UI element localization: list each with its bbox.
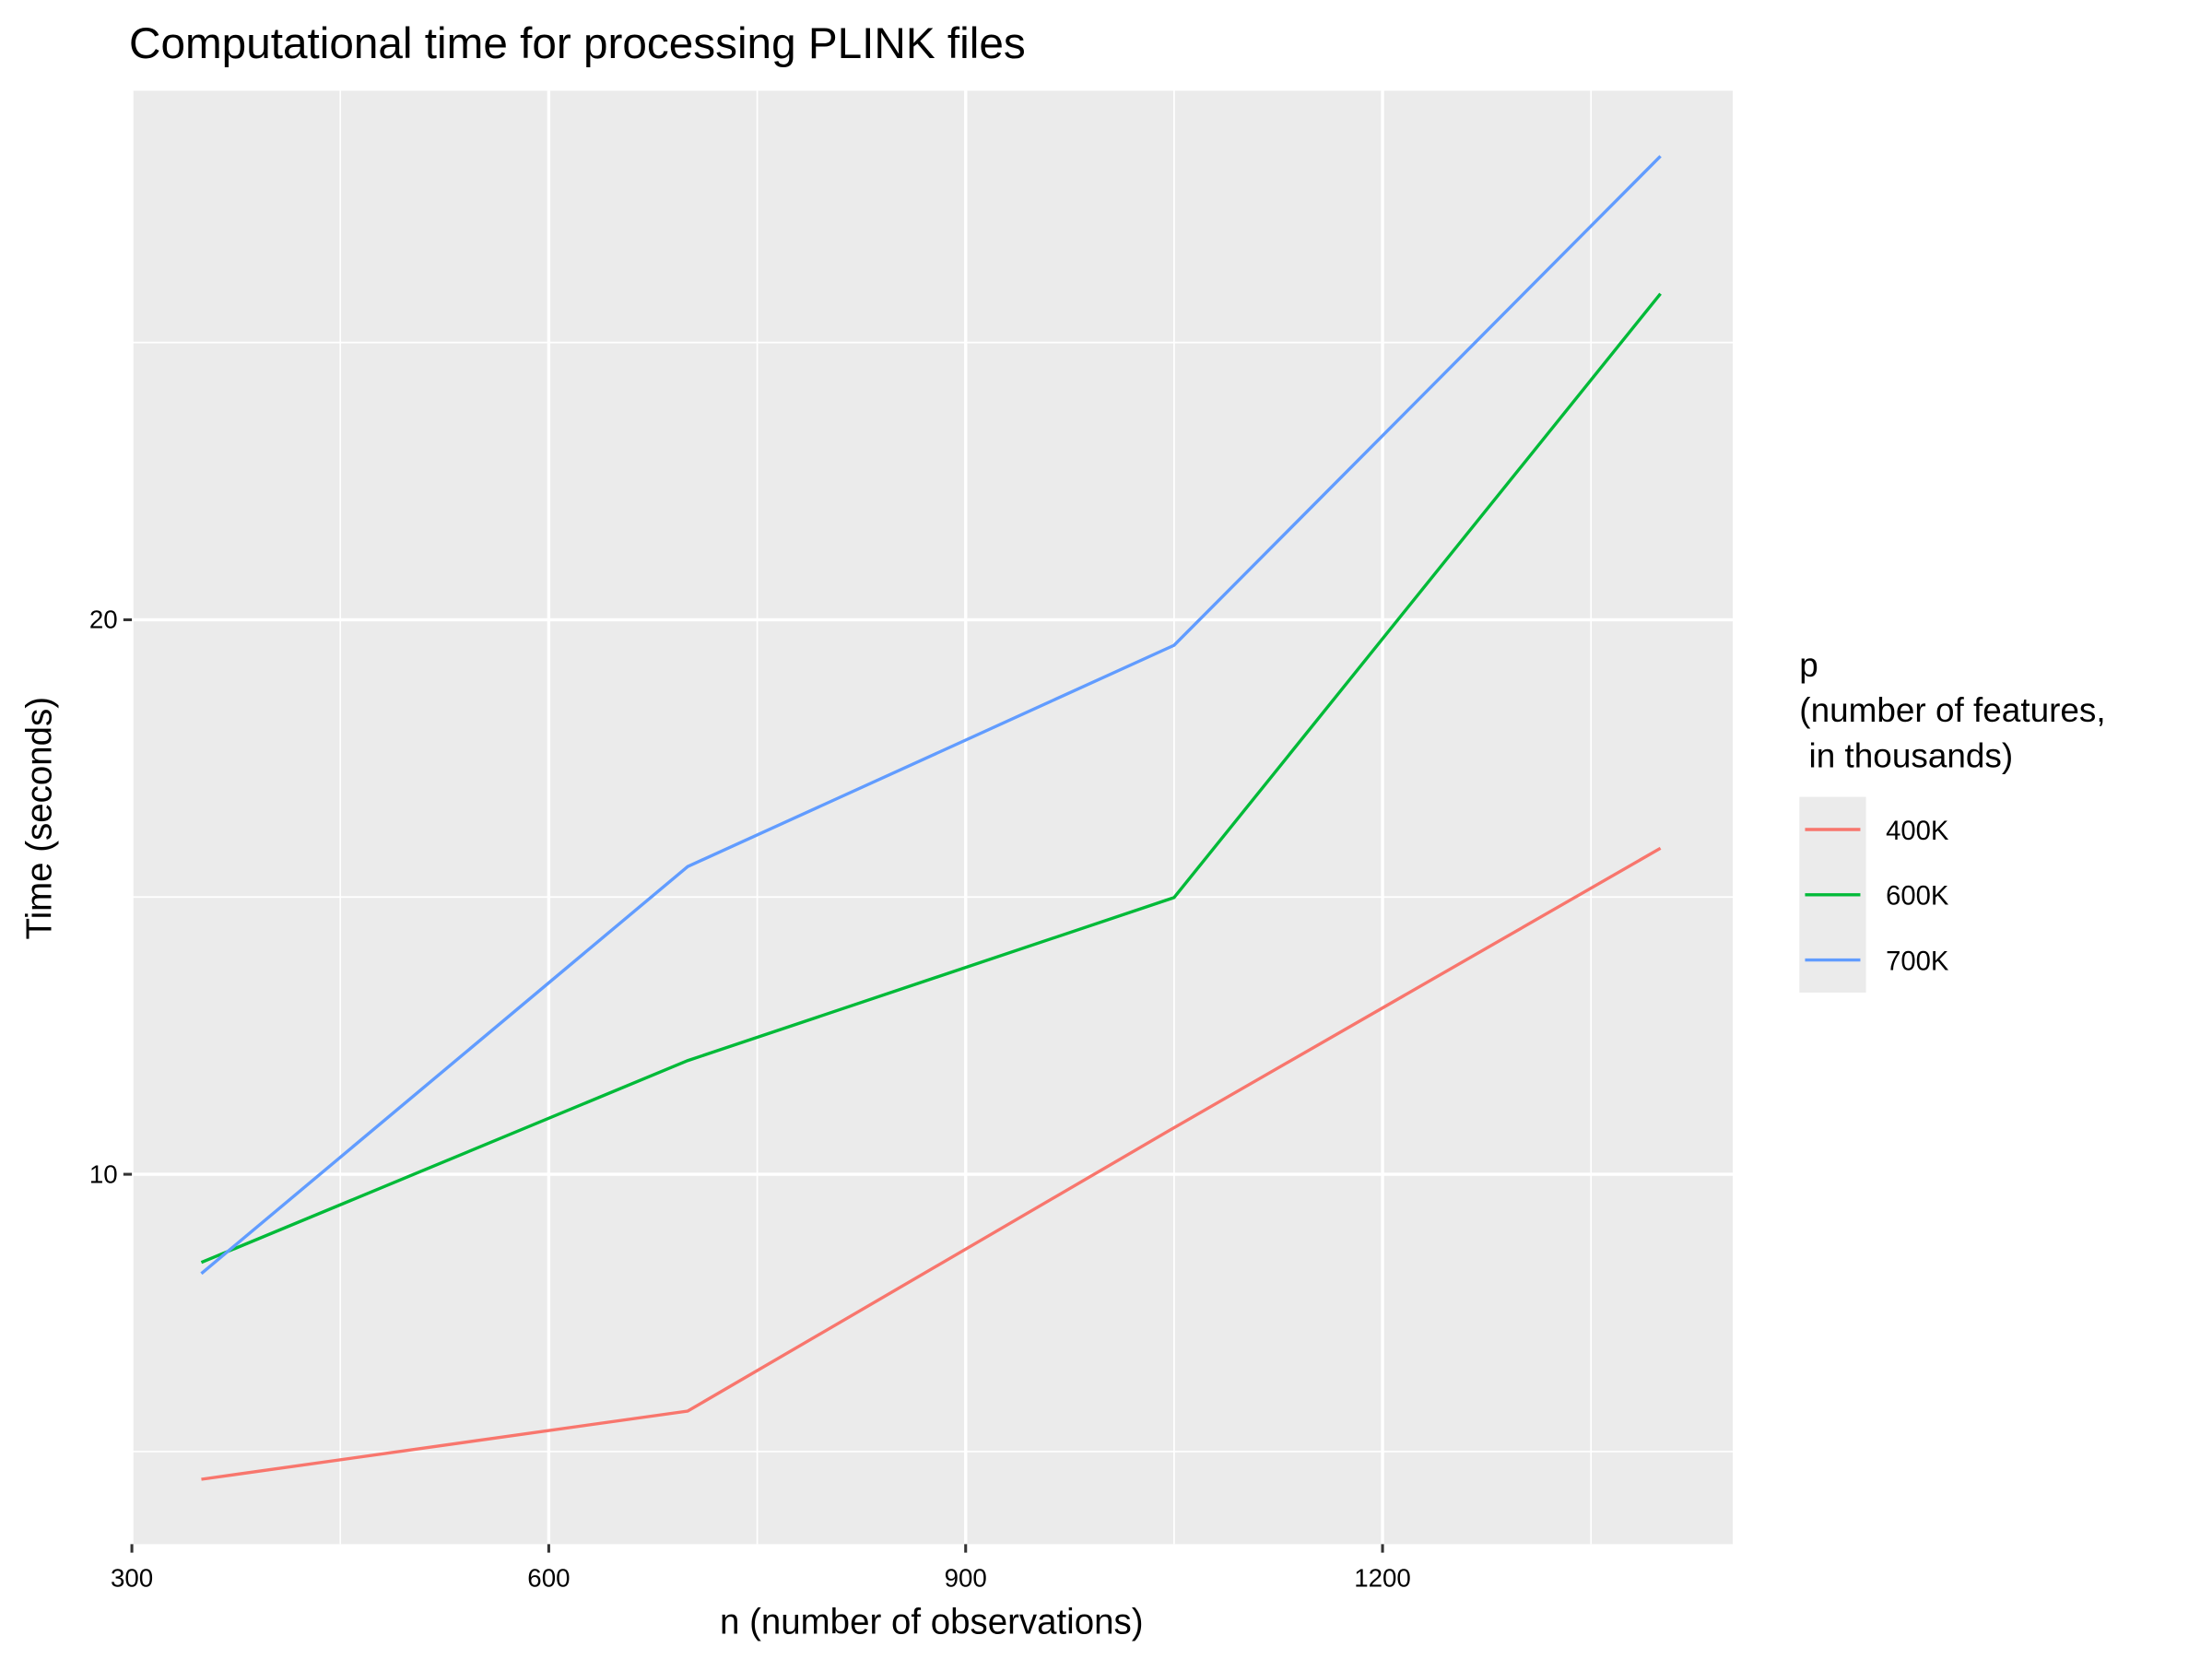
- legend-title: (number of features,: [1799, 691, 2105, 729]
- x-tick-label: 900: [945, 1564, 987, 1593]
- x-tick-label: 300: [111, 1564, 153, 1593]
- series-line: [200, 292, 1662, 1265]
- x-tick-label: 1200: [1354, 1564, 1411, 1593]
- legend-label: 400K: [1886, 817, 1949, 846]
- grid: [130, 90, 1733, 1545]
- y-tick-label: 10: [89, 1159, 118, 1188]
- y-axis-label: Time (seconds): [19, 697, 59, 940]
- legend-label: 700K: [1886, 947, 1949, 976]
- y-tick-label: 20: [89, 606, 118, 634]
- legend-title: p: [1799, 646, 1818, 684]
- panel: [132, 90, 1734, 1545]
- legend: p (number of features, in thousands) 400…: [1799, 646, 2106, 993]
- x-tick-label: 600: [527, 1564, 570, 1593]
- lines: [200, 155, 1662, 1481]
- x-axis-label: n (number of observations): [720, 1602, 1144, 1641]
- legend-title: in thousands): [1799, 736, 2013, 774]
- chart-title: Computational time for processing PLINK …: [129, 19, 1026, 68]
- series-line: [201, 846, 1662, 1481]
- axes: 300 600 900 1200 10 20: [89, 606, 1411, 1593]
- legend-label: 600K: [1886, 882, 1949, 912]
- series-line: [200, 155, 1662, 1276]
